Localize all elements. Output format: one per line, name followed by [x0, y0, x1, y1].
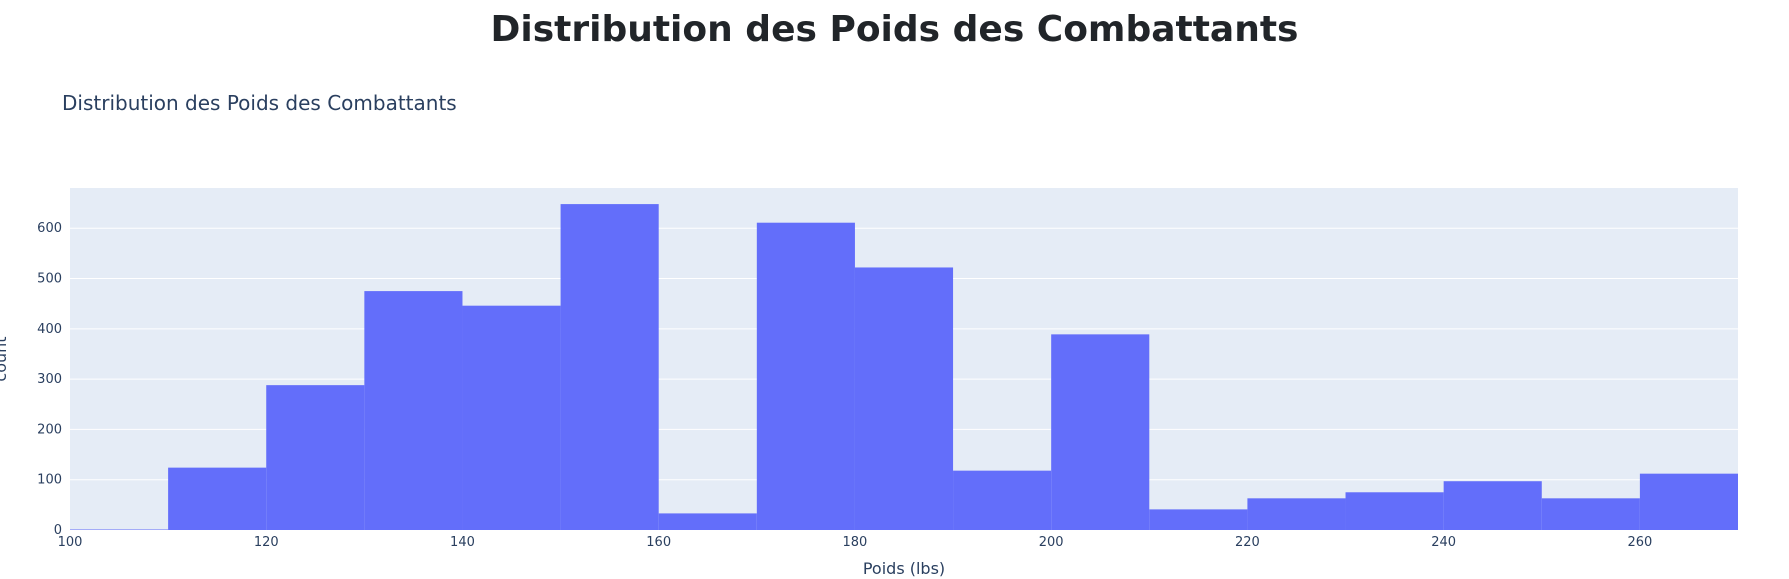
histogram-bar: [266, 385, 365, 530]
histogram-bar: [1149, 509, 1248, 530]
chart-title: Distribution des Poids des Combattants: [62, 91, 457, 115]
x-tick-label: 200: [1039, 535, 1064, 550]
chart-container: Distribution des Poids des Combattants 1…: [0, 80, 1789, 579]
y-tick-label: 0: [54, 523, 62, 538]
y-tick-label: 100: [37, 473, 62, 488]
y-tick-label: 400: [37, 322, 62, 337]
x-axis-ticks: 100 120 140 160 180 200 220 240 260: [58, 535, 1653, 550]
histogram-bar: [756, 222, 855, 530]
histogram-bar: [1345, 492, 1444, 530]
histogram-bar: [1541, 498, 1640, 530]
histogram-bar: [658, 513, 757, 530]
y-axis-title: count: [0, 336, 10, 381]
histogram-chart: Distribution des Poids des Combattants 1…: [0, 91, 1738, 578]
x-axis-title: Poids (lbs): [863, 559, 945, 578]
histogram-bar: [1639, 473, 1738, 530]
y-tick-label: 200: [37, 422, 62, 437]
bars: [70, 204, 1738, 530]
y-axis-ticks: 0 100 200 300 400 500 600: [37, 221, 62, 538]
histogram-bar: [1443, 481, 1542, 530]
y-tick-label: 500: [37, 272, 62, 287]
x-tick-label: 140: [450, 535, 475, 550]
histogram-bar: [560, 204, 659, 530]
y-tick-label: 600: [37, 221, 62, 236]
x-tick-label: 260: [1627, 535, 1652, 550]
x-tick-label: 160: [646, 535, 671, 550]
histogram-bar: [854, 267, 954, 530]
x-tick-label: 120: [254, 535, 279, 550]
histogram-bar: [1051, 334, 1150, 530]
x-tick-label: 180: [843, 535, 868, 550]
y-tick-label: 300: [37, 372, 62, 387]
x-tick-label: 220: [1235, 535, 1260, 550]
histogram-bar: [953, 470, 1052, 530]
histogram-bar: [1247, 498, 1346, 530]
histogram-bar: [364, 291, 463, 530]
page-heading: Distribution des Poids des Combattants: [490, 9, 1299, 50]
histogram-bar: [168, 467, 267, 530]
x-tick-label: 240: [1431, 535, 1456, 550]
x-tick-label: 100: [58, 535, 83, 550]
histogram-bar: [70, 529, 169, 530]
histogram-bar: [462, 305, 561, 530]
